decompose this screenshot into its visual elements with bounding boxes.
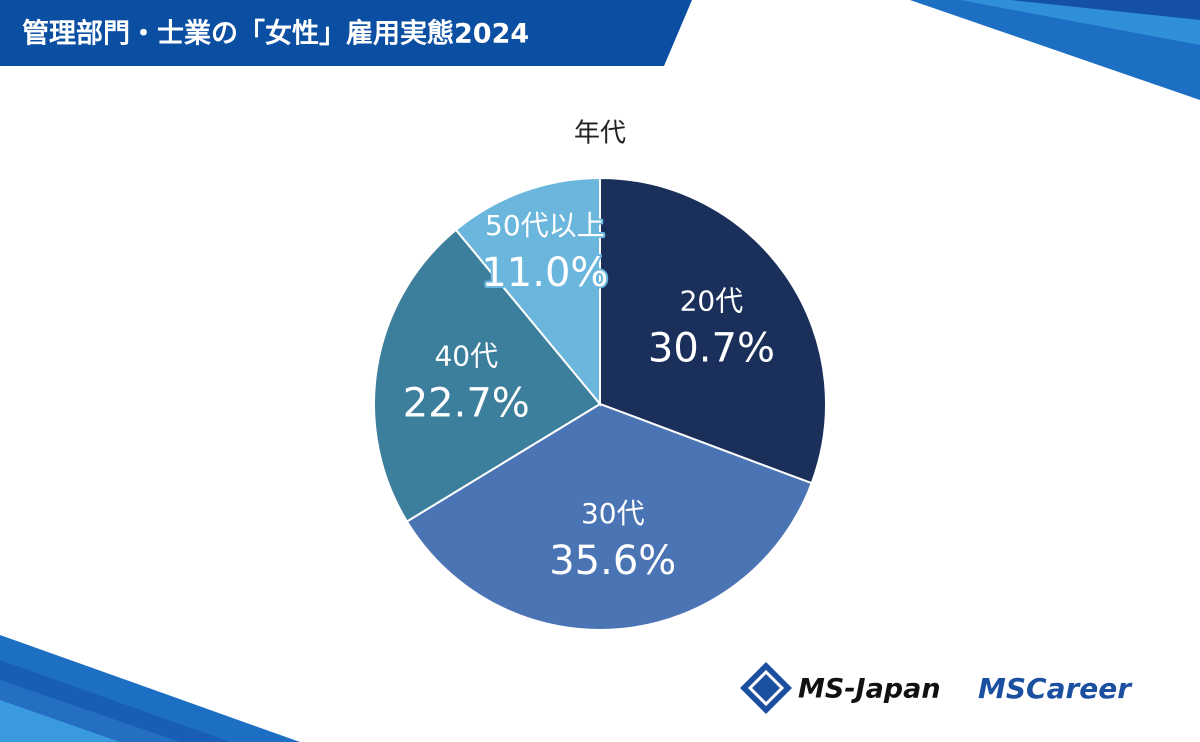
logo-text: MS-Japan <box>798 674 941 705</box>
header-banner <box>0 0 692 66</box>
pie-slice <box>373 228 602 523</box>
slice-value-label: 35.6% <box>549 538 676 584</box>
pie: 20代 30.7% 30代 35.6% 40代 22.7% 50代以上 11.0% <box>373 176 827 631</box>
slice-value-label: 22.7% <box>403 381 530 427</box>
slice-value-label: 11.0% <box>481 250 608 296</box>
decor-stripe <box>1010 0 1200 20</box>
logo-text: MSCareer <box>978 672 1133 705</box>
pie-slice <box>599 176 827 485</box>
logo-ms-japan: MS-Japan <box>740 662 941 714</box>
logo-icon <box>747 669 785 707</box>
decor-stripe <box>0 660 230 742</box>
slice-category-label: 30代 <box>581 497 645 530</box>
chart-title: 年代 <box>574 119 626 149</box>
header-title: 管理部門・士業の「女性」雇用実態2024 <box>22 18 529 50</box>
logo-icon <box>740 662 792 714</box>
slice-category-label: 40代 <box>434 340 498 373</box>
slice-category-label: 20代 <box>680 285 744 318</box>
slice-category-label: 50代以上 <box>485 209 605 242</box>
pie-slice <box>454 176 601 407</box>
slice-value-label: 30.7% <box>648 326 775 372</box>
